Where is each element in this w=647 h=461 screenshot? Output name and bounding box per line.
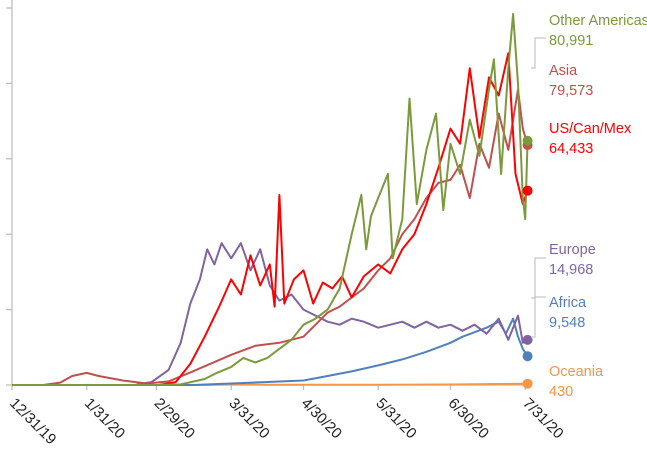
series-value-other-americas: 80,991	[549, 33, 593, 49]
x-tick-label: 6/30/20	[445, 395, 492, 442]
series-value-oceania: 430	[549, 384, 573, 400]
x-tick-label: 1/31/20	[81, 395, 128, 442]
x-tick-label: 12/31/19	[6, 395, 59, 448]
end-marker-oceania	[522, 378, 533, 389]
series-line-africa	[12, 317, 529, 386]
series-label-other-americas: Other Americas	[549, 13, 647, 29]
y-ticks	[6, 7, 12, 386]
series-label-us-can-mex: US/Can/Mex	[549, 121, 632, 137]
label-connector-other-americas	[531, 37, 546, 69]
end-marker-other-americas	[522, 135, 533, 146]
x-ticks: 12/31/19 1/31/20 2/29/20 3/31/20 4/30/20 5/31…	[6, 385, 567, 448]
end-marker-europe	[522, 334, 533, 345]
series-value-asia: 79,573	[549, 83, 593, 99]
series-label-oceania: Oceania	[549, 364, 604, 380]
label-connector-africa	[531, 296, 546, 338]
series-line-us-can-mex	[12, 52, 529, 386]
end-labels: Oceania 430 Africa 9,548 Europe 14,968 Asia 79,…	[531, 13, 647, 400]
label-connector-europe	[531, 257, 546, 299]
x-tick-label: 2/29/20	[151, 395, 198, 442]
x-tick-label: 7/31/20	[519, 395, 566, 442]
x-tick-label: 5/31/20	[372, 395, 419, 442]
x-tick-label: 3/31/20	[225, 395, 272, 442]
series-line-other-americas	[12, 13, 529, 386]
series-value-europe: 14,968	[549, 262, 593, 278]
end-marker-us-can-mex	[522, 185, 533, 196]
series-value-africa: 9,548	[549, 315, 585, 331]
end-marker-africa	[522, 351, 533, 362]
series-label-africa: Africa	[549, 295, 587, 311]
series-label-asia: Asia	[549, 63, 578, 79]
x-tick-label: 4/30/20	[298, 395, 345, 442]
series-line-asia	[12, 88, 529, 386]
series-lines	[12, 13, 533, 389]
series-label-europe: Europe	[549, 242, 596, 258]
series-value-us-can-mex: 64,433	[549, 141, 593, 157]
